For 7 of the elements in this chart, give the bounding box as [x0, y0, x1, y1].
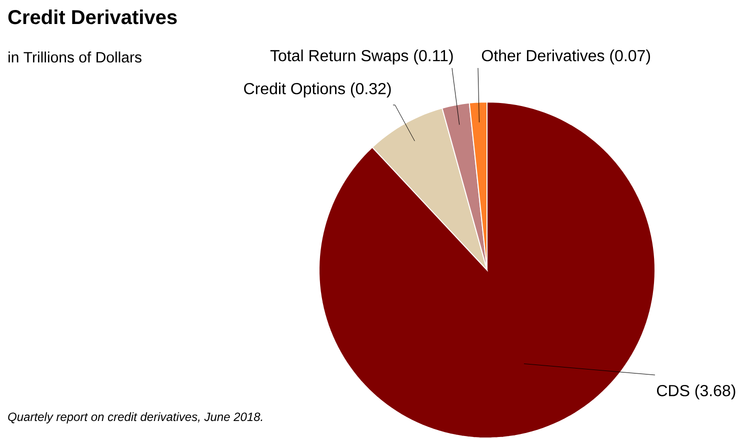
slice-label: Other Derivatives (0.07)	[482, 50, 650, 64]
slice-label: Credit Options (0.32)	[244, 82, 391, 98]
text: Quartely report on credit derivatives, June 2018.	[8, 412, 262, 424]
chart-title: Credit Derivatives	[8, 10, 177, 24]
slice-label: Total Return Swaps (0.11)	[270, 50, 453, 64]
slice-label: CDS (3.68)	[657, 384, 736, 400]
text: in Trillions of Dollars	[8, 52, 142, 63]
